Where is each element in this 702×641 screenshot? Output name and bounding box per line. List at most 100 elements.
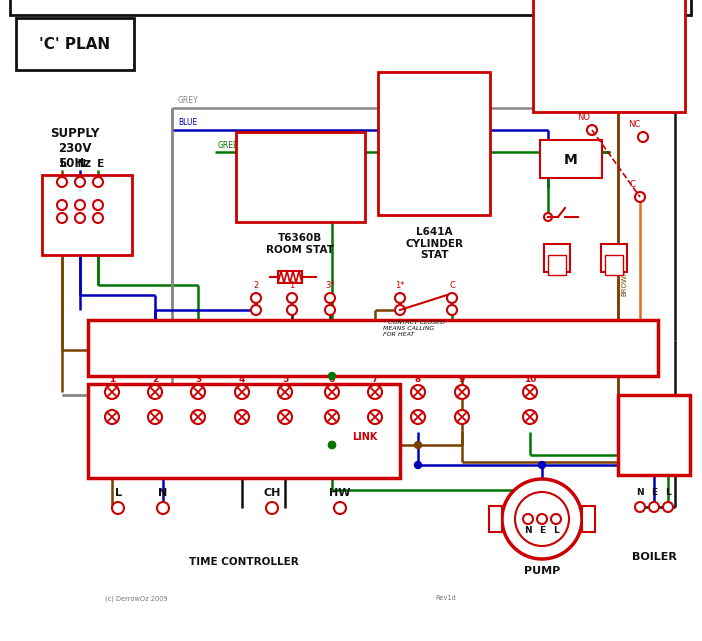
Circle shape — [93, 177, 103, 187]
Circle shape — [447, 305, 457, 315]
Text: WHITE: WHITE — [540, 327, 565, 336]
Circle shape — [75, 177, 85, 187]
Circle shape — [395, 293, 405, 303]
Text: TIME CONTROLLER: TIME CONTROLLER — [189, 557, 299, 567]
Bar — [540, 140, 602, 178]
Circle shape — [635, 502, 645, 512]
Circle shape — [235, 385, 249, 399]
Bar — [489, 506, 502, 532]
Circle shape — [157, 502, 169, 514]
Text: NO: NO — [577, 113, 590, 122]
Circle shape — [395, 305, 405, 315]
Bar — [533, 0, 685, 112]
Text: 6: 6 — [329, 375, 335, 384]
Text: LINK: LINK — [352, 432, 378, 442]
Circle shape — [191, 410, 205, 424]
Text: V4043H
ZONE VALVE: V4043H ZONE VALVE — [571, 72, 648, 94]
Circle shape — [411, 410, 425, 424]
Text: E: E — [651, 488, 657, 497]
Text: 1: 1 — [289, 281, 295, 290]
Bar — [601, 244, 627, 272]
Text: L641A
CYLINDER
STAT: L641A CYLINDER STAT — [405, 227, 463, 260]
Text: 'C' PLAN: 'C' PLAN — [39, 37, 110, 51]
Circle shape — [93, 200, 103, 210]
Circle shape — [414, 442, 421, 449]
Circle shape — [93, 213, 103, 223]
Circle shape — [287, 293, 297, 303]
Circle shape — [587, 125, 597, 135]
Circle shape — [455, 385, 469, 399]
Circle shape — [105, 410, 119, 424]
Circle shape — [329, 442, 336, 449]
Bar — [605, 255, 623, 275]
Circle shape — [75, 200, 85, 210]
Circle shape — [251, 305, 261, 315]
Circle shape — [538, 462, 545, 469]
Circle shape — [411, 385, 425, 399]
Text: L: L — [114, 488, 121, 498]
Text: 2: 2 — [152, 375, 158, 384]
Text: 5: 5 — [282, 375, 288, 384]
Circle shape — [455, 410, 469, 424]
Circle shape — [278, 385, 292, 399]
Text: * CONTACT CLOSED
MEANS CALLING
FOR HEAT: * CONTACT CLOSED MEANS CALLING FOR HEAT — [383, 320, 445, 337]
Circle shape — [325, 385, 339, 399]
Circle shape — [325, 410, 339, 424]
Circle shape — [635, 192, 645, 202]
Circle shape — [112, 502, 124, 514]
Bar — [278, 271, 302, 283]
Circle shape — [75, 213, 85, 223]
Circle shape — [515, 492, 569, 546]
Text: 9: 9 — [459, 375, 465, 384]
Text: M: M — [564, 153, 578, 167]
Bar — [618, 395, 690, 475]
Text: 3*: 3* — [325, 281, 335, 290]
Text: 1*: 1* — [395, 281, 405, 290]
Circle shape — [191, 385, 205, 399]
Text: 2: 2 — [253, 281, 258, 290]
Circle shape — [235, 410, 249, 424]
Circle shape — [638, 132, 648, 142]
Bar — [582, 506, 595, 532]
Circle shape — [649, 502, 659, 512]
Circle shape — [663, 502, 673, 512]
Text: BROWN: BROWN — [621, 269, 627, 296]
Text: BLUE: BLUE — [178, 118, 197, 127]
Text: N: N — [524, 526, 532, 535]
Circle shape — [544, 213, 552, 221]
Text: BOILER: BOILER — [632, 552, 677, 562]
Text: SUPPLY
230V
50Hz: SUPPLY 230V 50Hz — [51, 127, 100, 170]
Circle shape — [266, 502, 278, 514]
Circle shape — [148, 385, 162, 399]
Text: T6360B
ROOM STAT: T6360B ROOM STAT — [266, 233, 334, 254]
Circle shape — [551, 514, 561, 524]
Bar — [544, 244, 570, 272]
Text: CH: CH — [263, 488, 281, 498]
Text: L: L — [665, 488, 671, 497]
Bar — [88, 384, 400, 478]
Circle shape — [325, 293, 335, 303]
Circle shape — [287, 305, 297, 315]
Text: 4: 4 — [239, 375, 245, 384]
Circle shape — [502, 479, 582, 559]
Text: GREY: GREY — [178, 96, 199, 105]
Circle shape — [537, 514, 547, 524]
Text: 1: 1 — [109, 375, 115, 384]
Text: N: N — [159, 488, 168, 498]
Circle shape — [57, 177, 67, 187]
Text: C: C — [630, 180, 636, 189]
Bar — [378, 72, 490, 215]
Circle shape — [368, 410, 382, 424]
Text: ORANGE: ORANGE — [469, 355, 502, 364]
Text: Rev1d: Rev1d — [435, 595, 456, 601]
Text: (c) DerrowOz 2009: (c) DerrowOz 2009 — [105, 595, 168, 601]
Circle shape — [278, 410, 292, 424]
Circle shape — [523, 514, 533, 524]
Bar — [236, 132, 365, 222]
Circle shape — [523, 385, 537, 399]
Text: C: C — [449, 281, 455, 290]
Text: NC: NC — [628, 120, 640, 129]
Circle shape — [368, 385, 382, 399]
Circle shape — [57, 200, 67, 210]
Circle shape — [329, 442, 336, 449]
